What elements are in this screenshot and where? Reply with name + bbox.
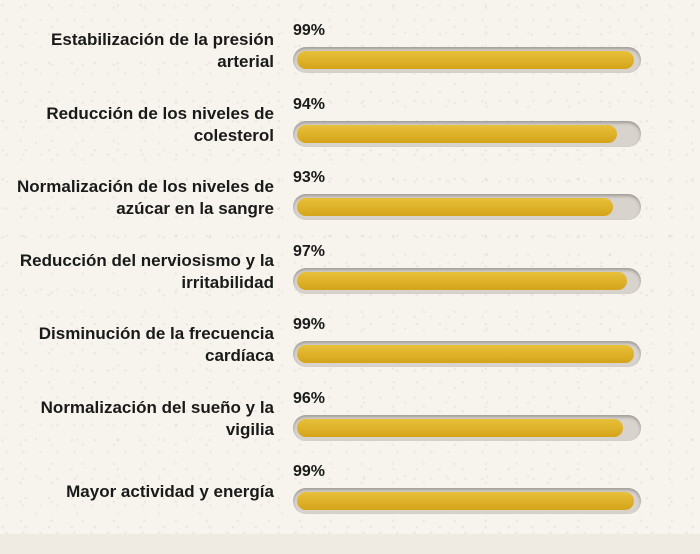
category-label: Disminución de la frecuencia cardíaca [38, 324, 274, 365]
bar-value-label: 93% [293, 169, 326, 186]
bar-fill [297, 124, 617, 143]
bar-value-label: 99% [293, 22, 326, 39]
bar-value-label: 99% [293, 463, 326, 480]
bar-track [293, 488, 641, 514]
category-label: Normalización de los niveles de azúcar e… [17, 177, 274, 218]
category-label: Reducción del nerviosismo y la irritabil… [19, 250, 274, 292]
bar-fill [297, 271, 627, 290]
bar-value-label: 97% [293, 242, 326, 260]
bar-track [293, 120, 641, 147]
bar-value-label: 94% [293, 95, 326, 113]
bar-track [293, 414, 641, 441]
bar-fill [297, 418, 624, 437]
bar-track [293, 341, 641, 367]
bar-value-label: 99% [293, 316, 326, 333]
category-label: Estabilización de la presión arterial [51, 30, 274, 71]
bar-track [293, 47, 641, 73]
category-label: Reducción de los niveles de colesterol [46, 103, 274, 145]
category-label: Normalización del sueño y la vigilia [40, 397, 274, 439]
bar-fill [297, 492, 634, 510]
bar-track [293, 194, 641, 220]
bar-fill [297, 51, 634, 69]
bar-track [293, 267, 641, 294]
bar-value-label: 96% [293, 389, 326, 407]
bar-fill [297, 345, 634, 363]
category-label: Mayor actividad y energía [66, 482, 274, 501]
bottom-strip [0, 534, 700, 554]
bar-fill [297, 198, 614, 216]
